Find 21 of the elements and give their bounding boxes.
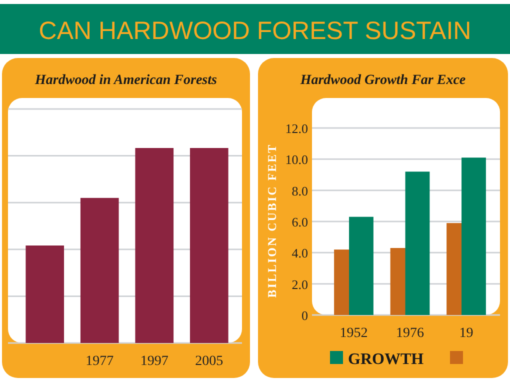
legend-label: GROWTH: [348, 351, 424, 368]
x-tick-label: 1997: [140, 354, 168, 369]
x-tick-label: 1952: [340, 326, 368, 341]
x-tick-label: 1976: [396, 326, 424, 341]
y-tick-label: 4.0: [292, 246, 308, 261]
y-tick-label: 0: [302, 308, 308, 323]
x-tick-label: 2005: [195, 354, 224, 369]
y-tick-label: 8.0: [292, 183, 308, 198]
text: CAN HARDWOOD FOREST SUSTAIN: [38, 17, 472, 45]
bar: [405, 172, 430, 315]
chart-title: Hardwood Growth Far Exce: [299, 73, 466, 88]
y-tick-label: 2.0: [292, 276, 308, 292]
x-tick-label: 1977: [86, 354, 114, 369]
bar: [462, 158, 486, 315]
y-tick-label: 6.0: [292, 214, 308, 230]
x-tick-label: 19: [459, 326, 474, 341]
chart-title: Hardwood in American Forests: [34, 73, 218, 88]
y-axis-title: BILLION CUBIC FEET: [265, 143, 279, 298]
y-tick-label: 12.0: [285, 121, 308, 136]
y-tick-label: 10.0: [285, 152, 308, 168]
bar: [349, 216, 374, 315]
